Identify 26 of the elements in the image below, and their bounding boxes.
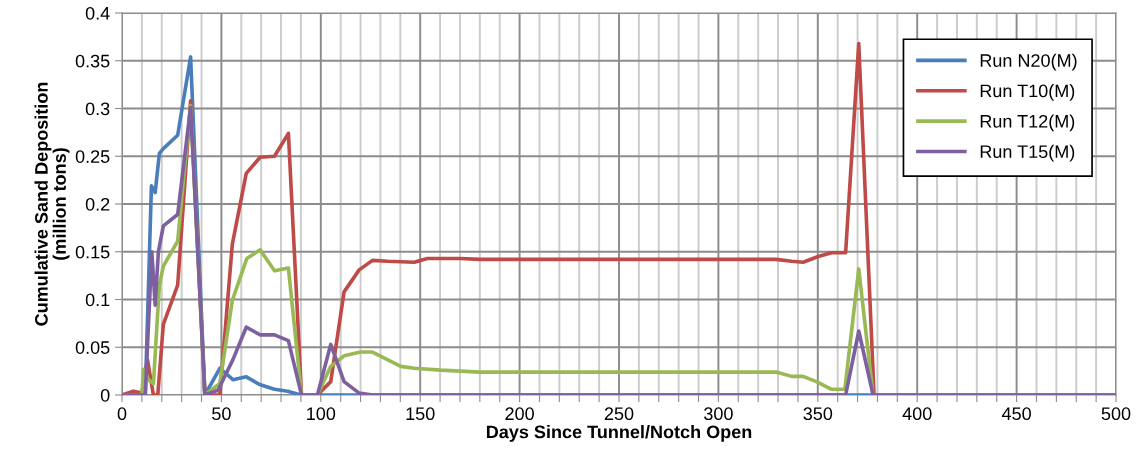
x-tick-label: 350	[803, 407, 833, 421]
x-tick-label: 500	[1101, 407, 1131, 421]
legend-label: Run N20(M)	[980, 53, 1077, 71]
y-tick-label: 0.15	[75, 245, 110, 259]
x-tick-label: 150	[406, 407, 435, 421]
y-tick-label: 0.2	[85, 197, 110, 211]
y-tick-label: 0.25	[75, 150, 110, 163]
x-tick-label: 250	[604, 407, 634, 421]
legend-label: Run T10(M)	[980, 84, 1075, 101]
y-tick-label: 0.3	[85, 102, 110, 116]
x-tick-label: 0	[117, 407, 127, 421]
y-tick-label: 0.35	[75, 54, 110, 68]
legend-label: Run T15(M)	[980, 144, 1075, 162]
x-tick-label: 50	[212, 407, 231, 421]
x-tick-label: 450	[1001, 407, 1031, 421]
y-axis-title: Cumulative Sand Deposition (million tons)	[34, 82, 70, 326]
x-tick-label: 400	[902, 407, 932, 421]
legend-label: Run T12(M)	[980, 114, 1075, 132]
x-axis-title: Days Since Tunnel/Notch Open	[486, 425, 752, 442]
x-tick-label: 100	[307, 407, 336, 421]
x-tick-label: 200	[505, 407, 534, 421]
x-tick-label: 300	[704, 407, 733, 421]
y-tick-label: 0	[100, 388, 110, 402]
y-tick-label: 0.1	[85, 293, 110, 307]
y-tick-label: 0.4	[85, 6, 110, 20]
y-tick-label: 0.05	[75, 341, 110, 354]
